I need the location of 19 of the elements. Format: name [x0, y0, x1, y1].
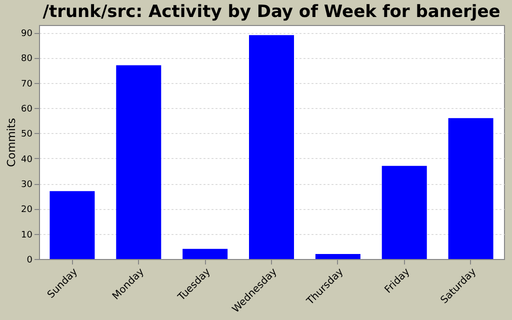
- bar: [182, 248, 228, 259]
- bar: [448, 118, 494, 259]
- bar: [116, 65, 162, 259]
- y-tick-label: 0: [26, 256, 33, 266]
- y-tick-label: 40: [21, 154, 33, 165]
- y-tick-label: 50: [21, 130, 33, 140]
- bar: [50, 191, 95, 259]
- bar: [382, 166, 427, 259]
- y-tick-label: 90: [21, 29, 33, 40]
- y-tick-label: 60: [21, 104, 33, 115]
- chart-title: /trunk/src: Activity by Day of Week for banerjee: [42, 2, 500, 22]
- bar: [249, 35, 294, 259]
- y-tick-label: 10: [21, 230, 33, 240]
- y-tick-label: 70: [21, 79, 33, 90]
- y-tick-label: 30: [21, 180, 33, 190]
- bar: [315, 254, 360, 259]
- y-tick-label: 20: [21, 205, 33, 216]
- y-tick-label: 80: [21, 54, 33, 64]
- y-axis-title: Commits: [5, 118, 18, 167]
